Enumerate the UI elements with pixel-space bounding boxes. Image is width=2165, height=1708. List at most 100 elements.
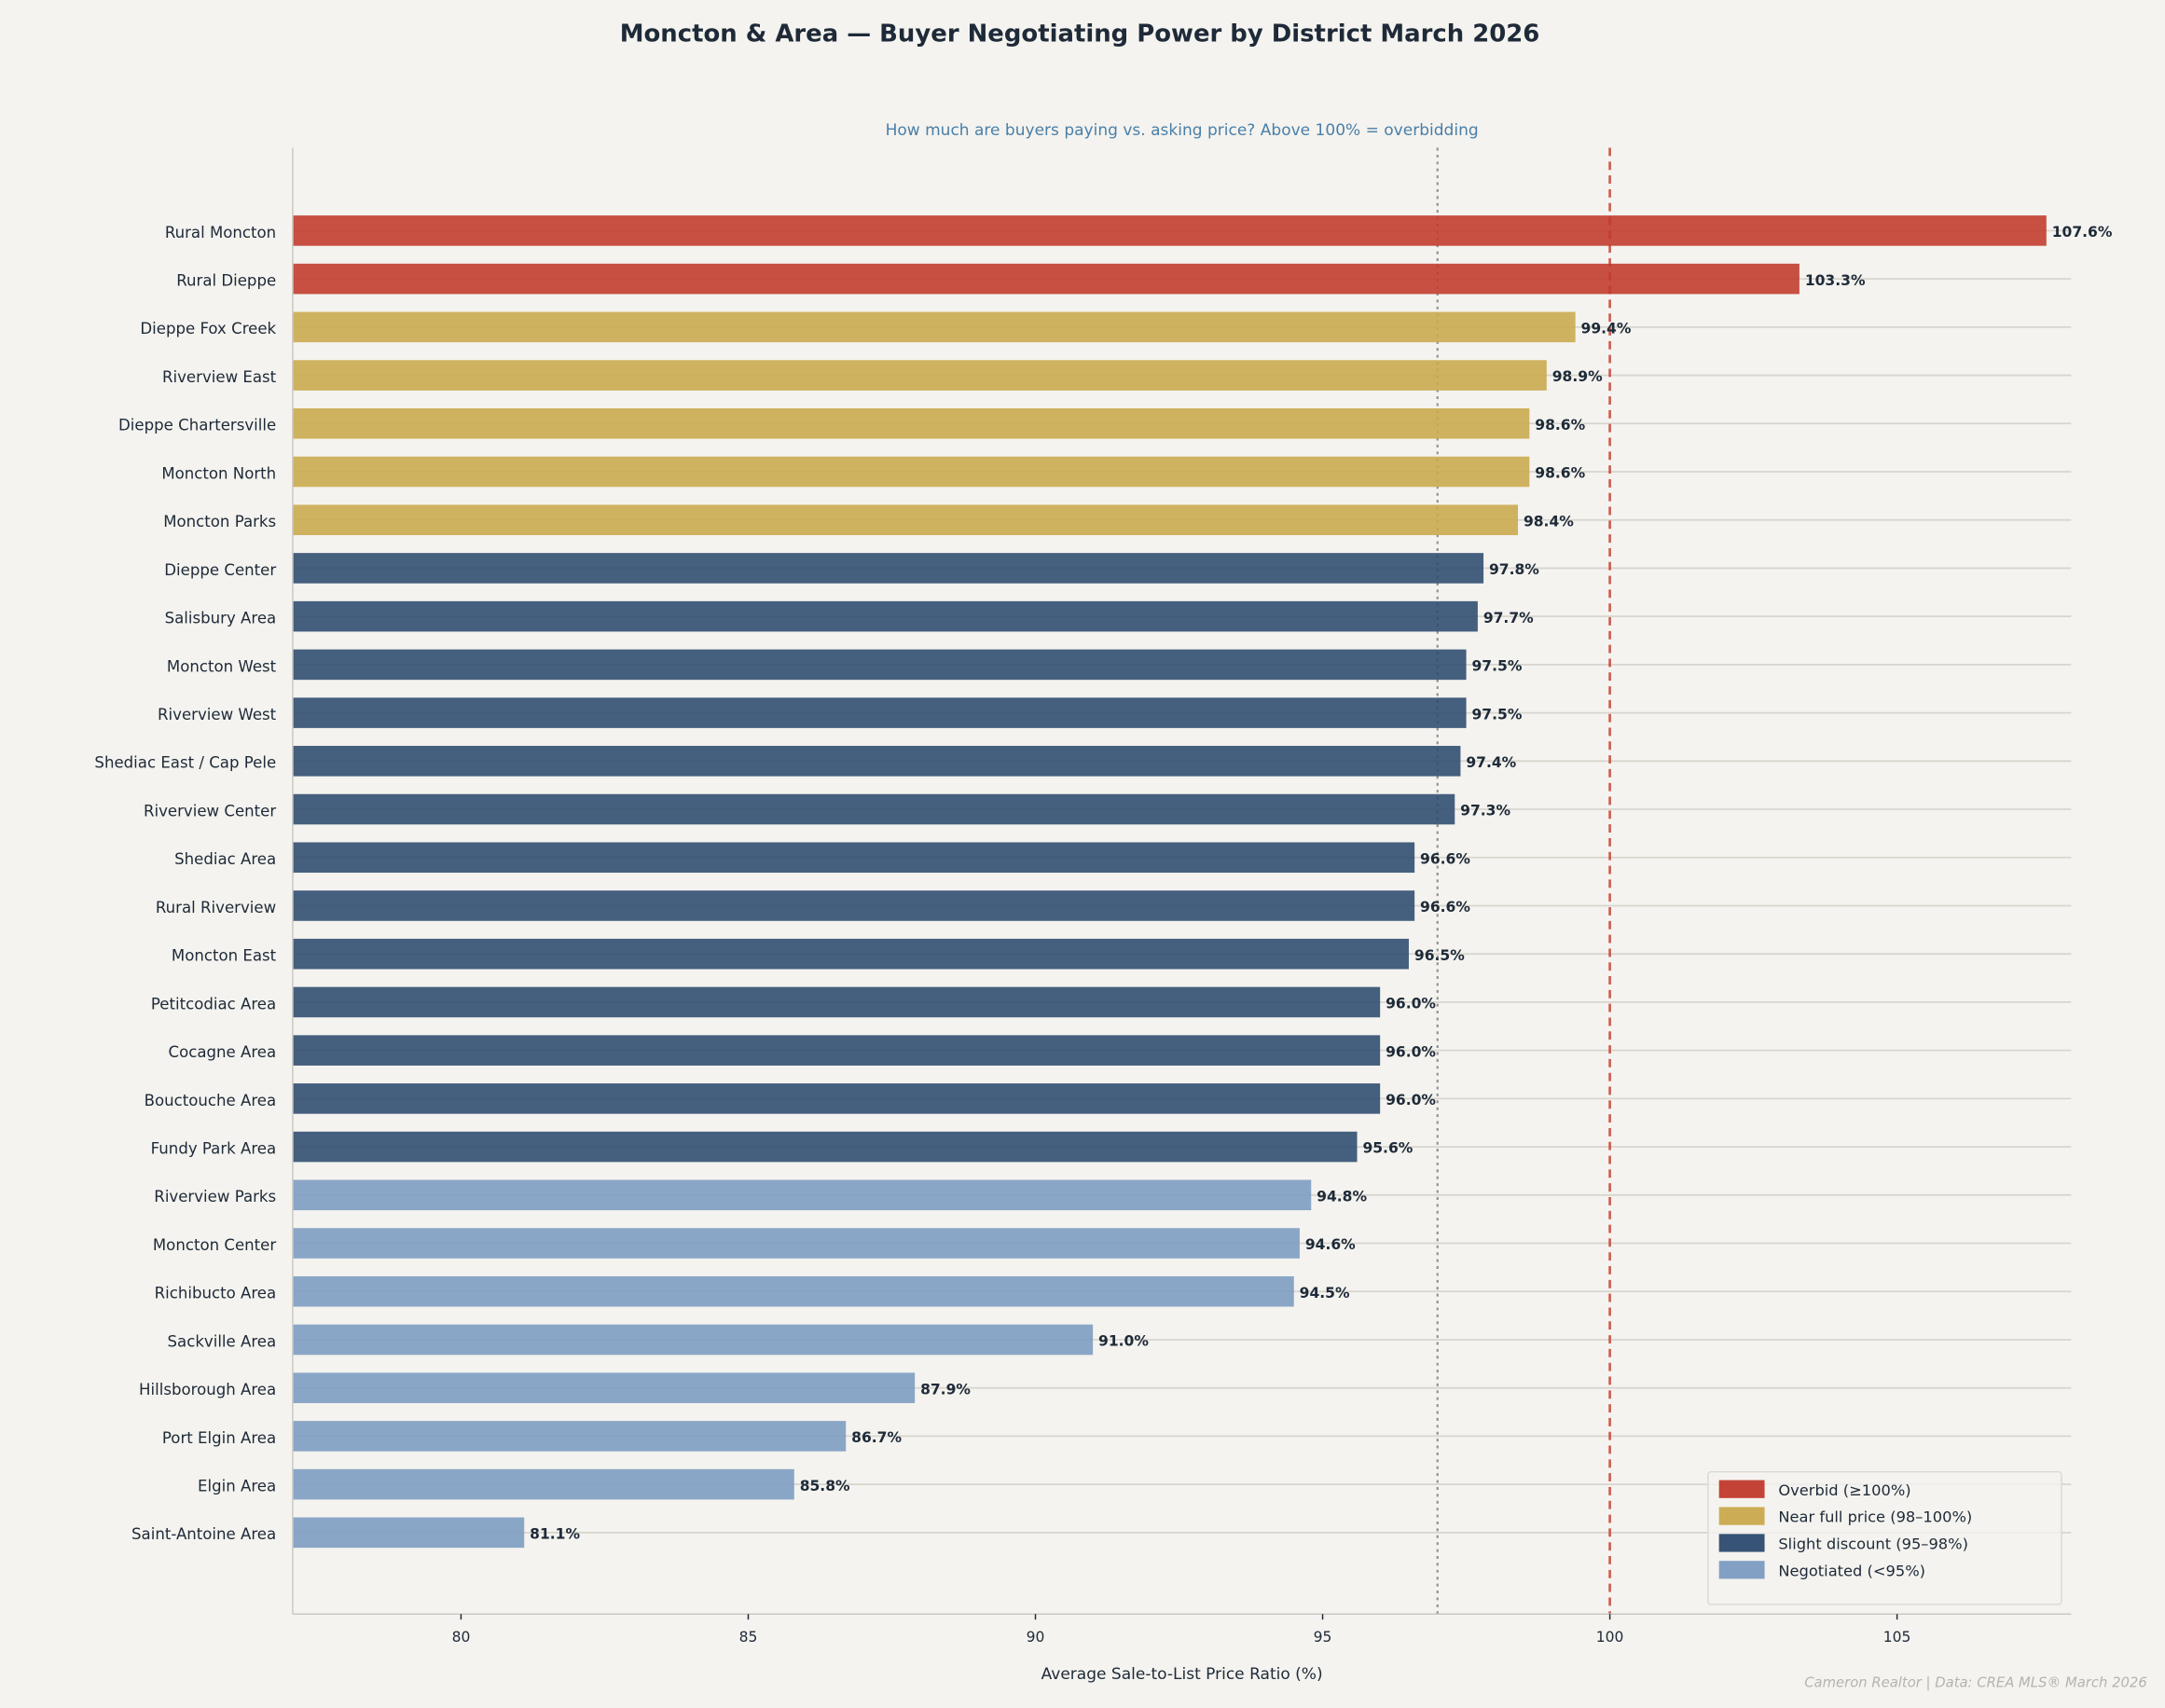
data-label: 96.6%	[1420, 850, 1470, 867]
data-label: 94.8%	[1317, 1188, 1367, 1205]
bars: 107.6% Rural Moncton 103.3% Rural Dieppe 99.…	[94, 215, 2113, 1549]
bar	[292, 504, 1519, 536]
y-tick-label: Moncton East	[172, 947, 277, 965]
data-label: 98.6%	[1535, 465, 1585, 482]
legend-label: Near full price (98–100%)	[1778, 1508, 1972, 1526]
bar	[292, 1083, 1381, 1114]
y-tick-label: Fundy Park Area	[151, 1139, 277, 1157]
y-tick-label: Rural Dieppe	[176, 272, 276, 290]
bar	[292, 986, 1381, 1018]
legend-swatch	[1718, 1561, 1765, 1579]
data-label: 97.4%	[1466, 754, 1516, 771]
data-label: 97.7%	[1483, 610, 1534, 627]
data-label: 96.0%	[1386, 996, 1436, 1012]
data-label: 87.9%	[920, 1381, 971, 1398]
data-label: 103.3%	[1805, 272, 1866, 289]
y-tick-label: Richibucto Area	[155, 1285, 277, 1302]
x-tick-label: 90	[1027, 1629, 1045, 1646]
y-tick-label: Dieppe Chartersville	[118, 417, 276, 434]
bar	[292, 1421, 847, 1452]
bar	[292, 1468, 794, 1500]
legend-swatch	[1718, 1480, 1765, 1498]
data-label: 98.6%	[1535, 417, 1585, 434]
data-label: 97.5%	[1472, 706, 1523, 723]
y-tick-label: Petitcodiac Area	[151, 995, 276, 1012]
bar	[292, 1517, 525, 1549]
legend-frame	[1707, 1470, 2062, 1605]
data-label: 86.7%	[851, 1429, 902, 1446]
x-tick-label: 95	[1314, 1629, 1332, 1646]
bar	[292, 311, 1576, 343]
y-tick-label: Salisbury Area	[165, 610, 277, 627]
x-tick-label: 100	[1596, 1629, 1624, 1646]
data-label: 97.3%	[1460, 803, 1510, 820]
data-label: 98.4%	[1524, 513, 1574, 530]
data-label: 91.0%	[1098, 1333, 1149, 1350]
y-tick-label: Moncton Parks	[163, 513, 276, 530]
bar	[292, 1035, 1381, 1066]
y-tick-label: Moncton Center	[153, 1236, 276, 1254]
data-label: 94.6%	[1305, 1236, 1356, 1253]
chart-title: Moncton & Area — Buyer Negotiating Power…	[620, 21, 1540, 48]
bar	[292, 407, 1530, 439]
bar	[292, 553, 1484, 584]
data-label: 98.9%	[1552, 368, 1603, 385]
bar	[292, 1324, 1094, 1356]
reference-lines	[1436, 147, 1611, 1615]
legend-swatch	[1718, 1534, 1765, 1552]
bar	[292, 793, 1455, 825]
x-axis-label: Average Sale-to-List Price Ratio (%)	[1041, 1665, 1323, 1684]
data-label: 94.5%	[1300, 1285, 1350, 1302]
bar	[292, 938, 1409, 970]
y-tick-label: Riverview Parks	[154, 1188, 276, 1205]
bar	[292, 215, 2047, 246]
x-ticks: 80 85 90 95 100 105	[452, 1614, 1911, 1646]
legend-label: Slight discount (95–98%)	[1778, 1536, 1968, 1553]
legend: Overbid (≥100%) Near full price (98–100%)…	[1707, 1470, 2062, 1605]
bar	[292, 1228, 1300, 1259]
bar	[292, 600, 1478, 632]
y-tick-label: Sackville Area	[168, 1332, 277, 1350]
data-label: 85.8%	[800, 1478, 850, 1494]
bar	[292, 1372, 916, 1403]
y-tick-label: Dieppe Center	[164, 561, 276, 579]
bar	[292, 1275, 1294, 1307]
y-tick-label: Shediac Area	[174, 850, 276, 868]
bar	[292, 1131, 1358, 1163]
y-tick-label: Dieppe Fox Creek	[140, 320, 276, 337]
bar	[292, 890, 1415, 921]
y-tick-label: Riverview West	[158, 706, 277, 723]
data-label: 95.6%	[1362, 1140, 1413, 1157]
y-tick-label: Moncton West	[167, 657, 277, 675]
footer-credit: Cameron Realtor | Data: CREA MLS® March …	[1804, 1675, 2147, 1691]
y-tick-label: Elgin Area	[198, 1478, 276, 1495]
data-label: 96.0%	[1386, 1092, 1436, 1109]
axes	[292, 147, 2072, 1615]
bar	[292, 697, 1467, 728]
bar	[292, 842, 1415, 874]
x-tick-label: 80	[452, 1629, 471, 1646]
y-tick-label: Cocagne Area	[169, 1043, 277, 1061]
legend-label: Negotiated (<95%)	[1778, 1562, 1925, 1579]
bar	[292, 649, 1467, 681]
x-tick-label: 85	[739, 1629, 758, 1646]
bar	[292, 263, 1800, 295]
data-label: 96.0%	[1386, 1043, 1436, 1060]
data-label: 99.4%	[1581, 320, 1632, 337]
y-tick-label: Bouctouche Area	[145, 1092, 277, 1109]
y-tick-label: Moncton North	[161, 464, 276, 482]
y-tick-label: Riverview East	[162, 368, 277, 386]
y-tick-label: Shediac East / Cap Pele	[94, 754, 276, 772]
data-label: 96.6%	[1420, 899, 1470, 916]
y-tick-label: Hillsborough Area	[139, 1381, 276, 1398]
x-tick-label: 105	[1883, 1629, 1911, 1646]
y-tick-label: Rural Riverview	[156, 899, 276, 916]
legend-label: Overbid (≥100%)	[1778, 1481, 1910, 1499]
bar	[292, 360, 1547, 391]
chart-subtitle: How much are buyers paying vs. asking pr…	[886, 121, 1479, 140]
y-tick-label: Port Elgin Area	[162, 1429, 276, 1447]
bar	[292, 746, 1461, 777]
data-label: 81.1%	[530, 1526, 580, 1543]
legend-swatch	[1718, 1507, 1765, 1525]
